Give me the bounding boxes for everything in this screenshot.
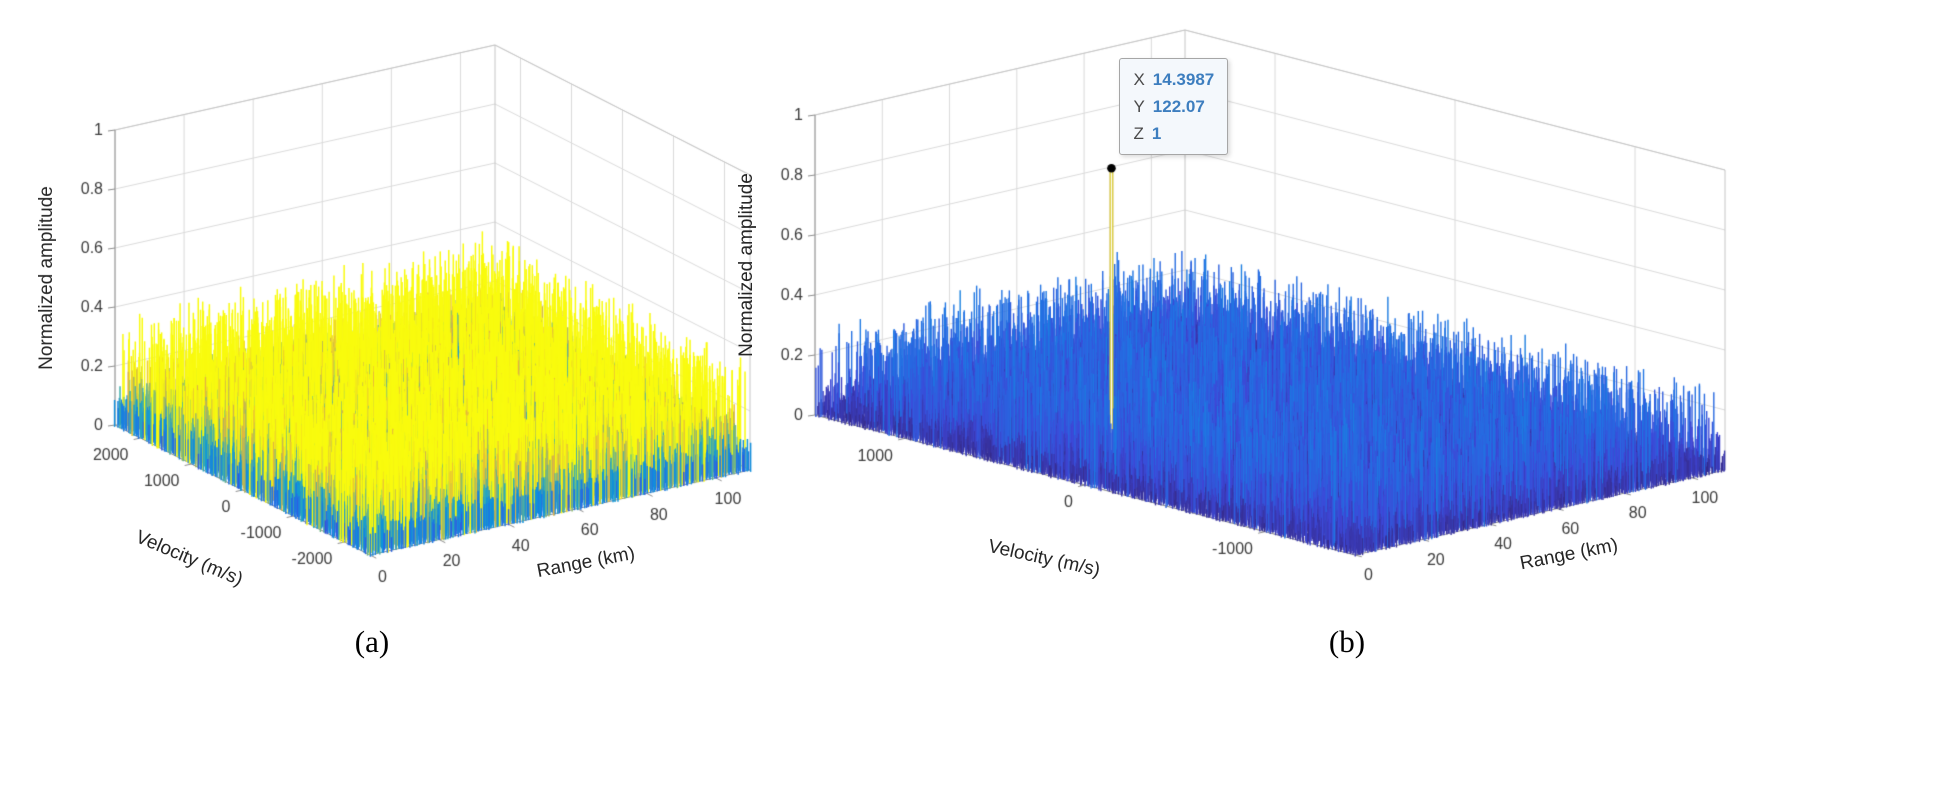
datatip-y-label: Y — [1133, 93, 1144, 120]
datatip-y-row: Y 122.07 — [1133, 93, 1214, 120]
surface-plot-b[interactable] — [780, 0, 1820, 660]
datatip-z-row: Z 1 — [1133, 120, 1214, 147]
z-axis-label-b: Normalized amplitude — [736, 173, 758, 357]
caption-b: (b) — [1329, 624, 1365, 660]
caption-a: (a) — [355, 624, 389, 660]
z-axis-label-a: Normalized amplitude — [36, 186, 58, 370]
datatip[interactable]: X 14.3987 Y 122.07 Z 1 — [1119, 58, 1228, 155]
datatip-y-value: 122.07 — [1153, 93, 1205, 120]
datatip-x-row: X 14.3987 — [1133, 66, 1214, 93]
surface-plot-a[interactable] — [0, 0, 820, 660]
datatip-z-value: 1 — [1152, 120, 1161, 147]
datatip-x-value: 14.3987 — [1153, 66, 1214, 93]
datatip-z-label: Z — [1133, 120, 1143, 147]
datatip-x-label: X — [1133, 66, 1144, 93]
radar-range-doppler-figure: Normalized amplitude Range (km) Velocity… — [0, 0, 1937, 799]
